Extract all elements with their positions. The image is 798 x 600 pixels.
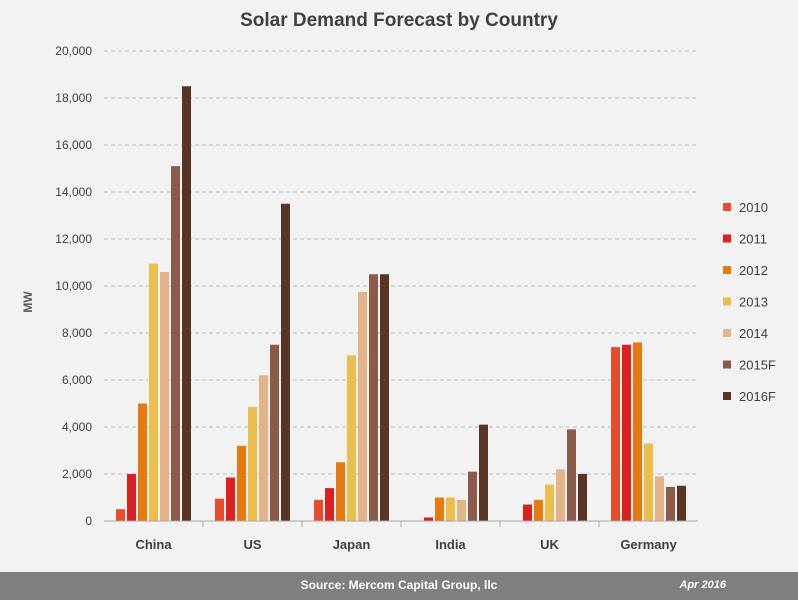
x-tick-label: China [135,537,172,552]
y-tick-label: 12,000 [55,232,92,246]
footer-bar: Source: Mercom Capital Group, llc Apr 20… [0,572,798,600]
legend-swatch [723,329,731,337]
bar-uk-2015f [567,429,576,521]
legend-label: 2011 [739,232,767,247]
bar-germany-2011 [622,344,631,521]
bar-india-2014 [457,499,466,521]
y-tick-label: 4,000 [62,420,92,434]
legend-swatch [723,392,731,400]
y-tick-label: 16,000 [55,138,92,152]
bar-germany-2016f [677,485,686,521]
bars [116,86,686,521]
bar-germany-2013 [644,443,653,521]
bar-us-2015f [270,344,279,521]
x-tick-label: Germany [620,537,677,552]
bar-india-2016f [479,424,488,521]
bar-japan-2012 [336,462,345,521]
chart: Solar Demand Forecast by Country 0 2,000 4… [21,10,776,552]
legend-label: 2016F [739,389,776,404]
bar-germany-2010 [611,347,620,521]
date-note: Apr 2016 [679,579,726,591]
bar-japan-2016f [380,274,389,521]
bar-japan-2011 [325,488,334,521]
x-tick-label: India [435,537,466,552]
bar-china-2014 [160,271,169,521]
bar-china-2016f [182,86,191,521]
legend-label: 2014 [739,326,768,341]
x-tick-labels: China US Japan India UK Germany [135,521,677,552]
legend-swatch [723,297,731,306]
x-tick-label: US [243,537,261,552]
legend-label: 2015F [739,358,776,373]
bar-china-2015f [171,166,180,521]
bar-japan-2015f [369,274,378,521]
legend-swatch [723,266,731,274]
source-note: Source: Mercom Capital Group, llc [300,578,498,592]
y-tick-label: 20,000 [55,44,92,58]
bar-india-2015f [468,471,477,521]
bar-japan-2010 [314,499,323,521]
bar-uk-2014 [556,469,565,521]
bar-india-2011 [424,517,433,521]
bar-us-2014 [259,375,268,521]
legend-label: 2010 [739,200,768,215]
y-tick-label: 6,000 [62,373,92,387]
bar-china-2013 [149,263,158,521]
legend-label: 2013 [739,295,768,310]
bar-us-2016f [281,203,290,521]
legend-label: 2012 [739,263,768,278]
bar-us-2011 [226,477,235,521]
legend-swatch [723,360,731,369]
y-tick-label: 18,000 [55,91,92,105]
bar-uk-2013 [545,484,554,521]
bar-uk-2012 [534,499,543,521]
legend-swatch [723,203,731,211]
bar-india-2012 [435,497,444,521]
y-tick-label: 2,000 [62,467,92,481]
legend-swatch [723,234,731,243]
bar-uk-2016f [578,474,587,521]
bar-germany-2015f [666,486,675,521]
y-tick-labels: 0 2,000 4,000 6,000 8,000 10,000 12,000 14,000 1… [55,44,92,528]
y-tick-label: 8,000 [62,326,92,340]
y-tick-label: 14,000 [55,185,92,199]
y-tick-label: 10,000 [55,279,92,293]
legend: 2010 2011 2012 2013 2014 2015F 2016F [723,200,776,404]
bar-china-2010 [116,509,125,521]
bar-japan-2013 [347,355,356,521]
bar-us-2013 [248,407,257,521]
bar-china-2011 [127,474,136,521]
bar-germany-2014 [655,476,664,521]
bar-us-2010 [215,498,224,521]
bar-uk-2011 [523,504,532,521]
bar-us-2012 [237,445,246,521]
bar-germany-2012 [633,342,642,521]
gridlines [104,50,698,475]
x-tick-label: UK [540,537,559,552]
y-tick-label: 0 [85,514,92,528]
bar-china-2012 [138,403,147,521]
y-axis-label: MW [21,291,35,313]
bar-japan-2014 [358,291,367,521]
bar-india-2013 [446,497,455,521]
chart-title: Solar Demand Forecast by Country [240,10,558,31]
x-tick-label: Japan [333,537,371,552]
